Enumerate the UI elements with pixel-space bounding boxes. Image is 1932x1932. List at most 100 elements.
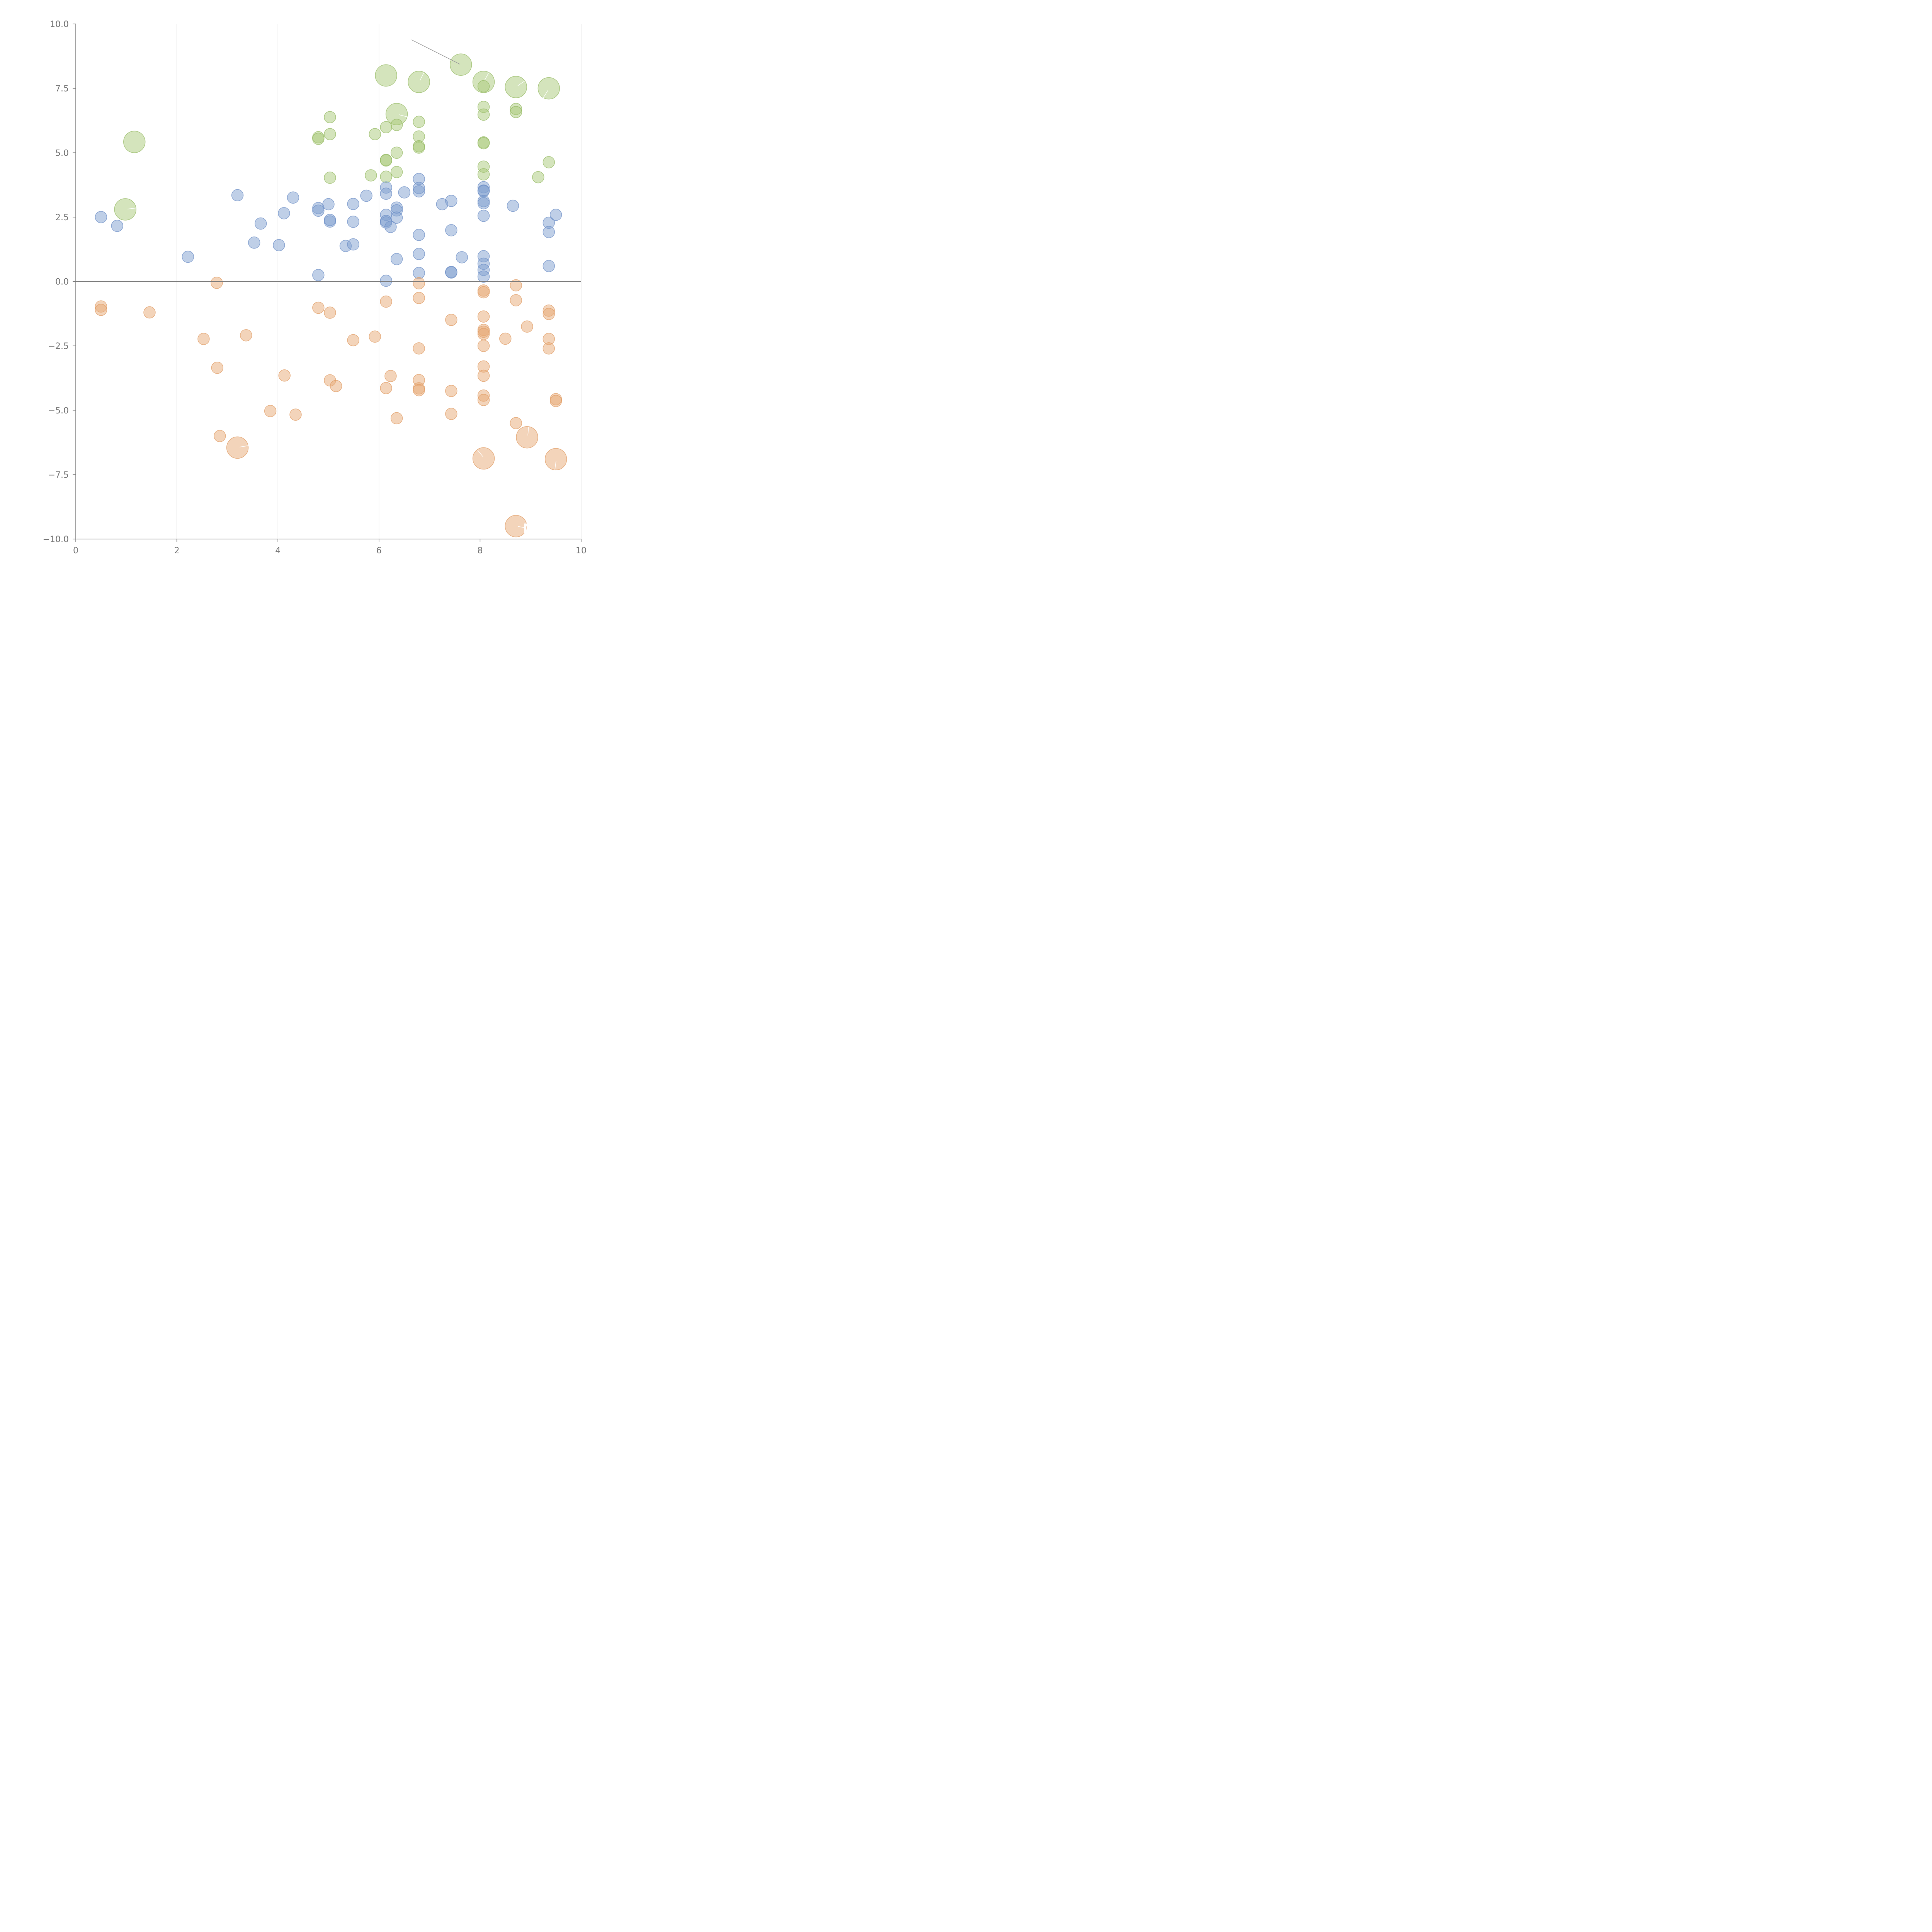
orange-bubble [197,333,210,345]
bubble-chart: 0 2 4 6 8 10 10.0 7.5 5.0 2.5 0.0 −2.5 −5.0 −7.5 −10.0… [43,20,587,556]
blue-bubble [384,221,397,233]
green-bubble [510,106,522,118]
orange-bubble [477,286,490,299]
blue-bubble [456,251,468,264]
blue-bubble [347,198,359,210]
orange-bubble [380,295,392,308]
orange-bubble [543,342,555,355]
blue-bubble [398,186,410,199]
leader-line [477,450,483,457]
orange-bubble [324,306,336,319]
green-bubble [408,71,430,93]
blue-bubble [111,219,124,232]
orange-bubble [413,277,425,289]
orange-bubble [211,362,223,374]
green-bubble [413,141,425,154]
bubble-annotation: M [523,521,536,537]
blue-bubble [543,260,555,272]
orange-bubble [384,370,397,382]
orange-bubble [510,294,522,306]
orange-bubble [264,405,277,417]
green-bubble [413,116,425,128]
blue-bubble [254,217,267,230]
blue-bubble [445,195,457,207]
orange-bubble [330,380,342,392]
orange-bubble [369,330,381,343]
green-bubble [365,169,377,182]
blue-bubble [445,266,457,279]
tick-labels: 0 2 4 6 8 10 10.0 7.5 5.0 2.5 0.0 −2.5 −5.0 −7.5 −10.0 [43,20,587,556]
blue-bubble [507,199,519,212]
orange-bubble [477,394,490,406]
blue-bubble [312,269,325,281]
orange-bubble [445,385,457,397]
blue-bubble [390,211,403,224]
green-bubble [380,154,392,167]
y-tick-label: 2.5 [55,213,69,223]
green-bubble [114,198,136,221]
green-bubble [477,168,490,180]
green-bubble [369,128,381,141]
x-tick-label: 6 [376,546,382,556]
green-bubble [375,64,397,87]
blue-bubble [543,226,555,238]
y-tick-label: 10.0 [50,20,69,29]
y-tick-label: −7.5 [48,470,69,480]
green-bubble [324,111,336,124]
orange-bubble [214,430,226,442]
y-tick-label: 5.0 [55,148,69,158]
green-bubble [543,156,555,168]
leader-line [399,114,410,118]
orange-bubble [544,448,567,471]
y-tick-label: −10.0 [43,535,69,544]
green-bubble [380,121,392,134]
green-bubble [390,146,403,159]
green-bubble [477,137,490,150]
green-bubble [380,170,392,183]
orange-bubble [477,369,490,382]
orange-bubble [477,340,490,352]
y-tick-label: 0.0 [55,277,69,287]
blue-bubble [231,189,244,201]
leader-line [420,72,424,81]
green-bubble [390,119,403,131]
blue-bubble [95,211,107,223]
orange-bubble [549,395,562,407]
orange-bubble [516,426,538,449]
x-tick-label: 4 [275,546,281,556]
orange-bubble [95,304,107,316]
orange-bubble [289,408,302,421]
orange-bubble [477,310,490,323]
blue-bubble [273,239,285,252]
leader-line [517,526,525,528]
blue-bubble [549,209,562,221]
blue-bubble [380,187,392,200]
x-tick-label: 0 [73,546,78,556]
blue-bubble [477,197,490,209]
leader-line [239,445,250,447]
green-bubble [390,166,403,178]
leader-line [484,72,489,81]
y-tick-label: −2.5 [48,342,69,351]
blue-bubble [477,209,490,222]
orange-bubble [143,306,156,319]
orange-bubble [445,314,457,326]
orange-bubble [278,369,291,382]
orange-bubble [347,334,359,347]
orange-bubble [413,292,425,304]
green-bubble [477,80,490,93]
leader-line [517,80,526,86]
green-bubble [324,172,336,184]
blue-bubble [324,215,336,228]
orange-bubble [390,412,403,425]
orange-bubble [226,436,249,459]
blue-bubble [413,185,425,197]
y-tick-label: 7.5 [55,84,69,94]
orange-bubble [543,308,555,320]
blue-bubble [287,191,299,204]
blue-bubble [248,236,260,249]
orange-bubble [477,328,490,340]
orange-bubble [413,384,425,396]
blue-bubble [360,189,372,202]
blue-bubble [390,253,403,265]
